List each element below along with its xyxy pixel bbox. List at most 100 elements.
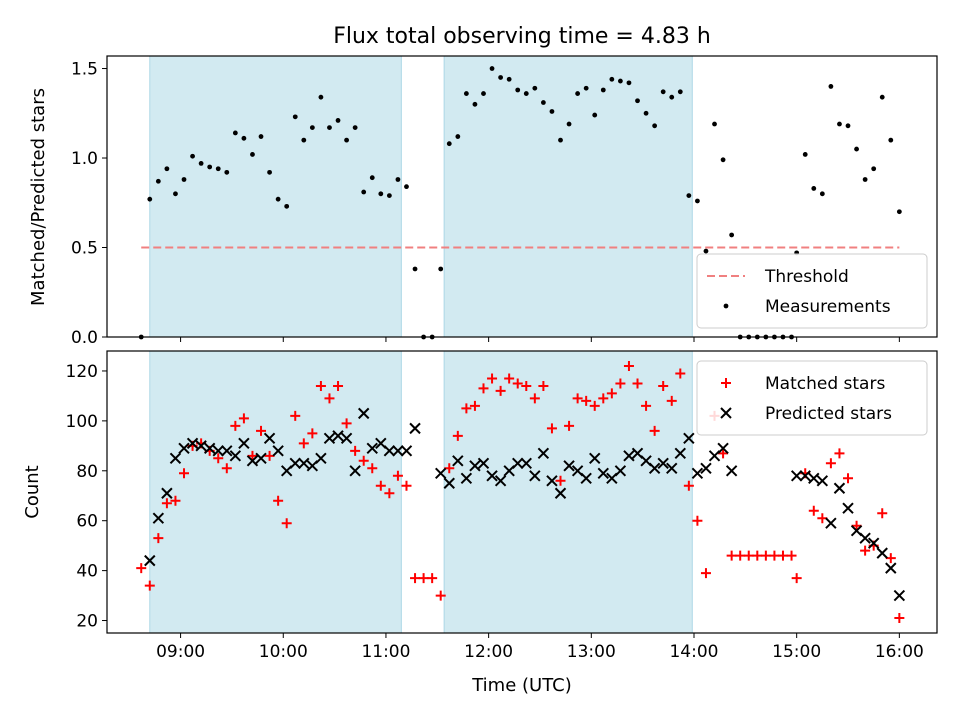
data-point: [537, 447, 550, 460]
data-point: [147, 196, 153, 202]
legend-label: Measurements: [765, 297, 891, 317]
data-point: [825, 458, 836, 469]
data-point: [811, 186, 817, 191]
data-point: [344, 137, 349, 143]
data-point: [589, 400, 600, 411]
data-point: [341, 418, 352, 429]
data-point: [258, 134, 264, 139]
data-point: [352, 125, 358, 130]
data-point: [581, 395, 592, 406]
data-point: [717, 442, 729, 455]
data-point: [267, 169, 272, 175]
data-point: [703, 248, 709, 254]
data-point: [401, 480, 412, 491]
data-point: [404, 184, 409, 190]
data-point: [384, 488, 395, 499]
data-point: [529, 470, 541, 482]
data-point: [487, 373, 498, 384]
x-tick-label: 12:00: [464, 642, 513, 662]
y-tick-label: 120: [66, 362, 98, 382]
data-point: [238, 437, 250, 450]
axes-frame: [106, 350, 938, 634]
data-point: [229, 450, 242, 462]
data-point: [669, 94, 675, 100]
data-point: [614, 465, 627, 477]
data-point: [452, 455, 464, 467]
data-point: [845, 123, 851, 129]
data-point: [472, 101, 478, 107]
data-point: [284, 203, 290, 209]
data-point: [298, 457, 310, 470]
x-tick-label: 16:00: [875, 642, 924, 662]
data-point: [549, 109, 555, 114]
data-point: [444, 463, 455, 474]
data-point: [692, 515, 703, 526]
data-point: [609, 76, 615, 82]
data-point: [842, 502, 854, 514]
legend-marker-swatch: [721, 378, 731, 388]
top-ratio-panel: 0.0 0.5 1.0 1.5 Threshold Measurements: [71, 55, 938, 348]
data-point: [851, 520, 862, 531]
data-point: [888, 137, 894, 143]
data-point: [555, 475, 566, 486]
data-point: [241, 135, 247, 141]
data-point: [691, 467, 704, 479]
data-point: [309, 125, 315, 130]
x-tick-label: 10:00: [259, 642, 308, 662]
data-point: [272, 445, 284, 457]
data-point: [486, 470, 498, 482]
data-point: [893, 589, 906, 602]
data-point: [825, 517, 837, 529]
data-point: [315, 380, 326, 391]
data-point: [523, 91, 529, 96]
data-point: [152, 512, 165, 524]
data-point: [566, 121, 572, 127]
data-point: [144, 554, 156, 567]
y-tick-label: 1.5: [71, 60, 98, 80]
data-point: [720, 157, 726, 163]
data-point: [247, 450, 258, 461]
data-point: [212, 445, 224, 457]
data-point: [173, 191, 178, 197]
y-tick-label: 100: [66, 412, 98, 432]
data-point: [623, 360, 634, 371]
y-tick-label: 1.0: [71, 149, 98, 169]
y-tick-label: 40: [76, 562, 98, 582]
data-point: [366, 442, 378, 455]
data-point: [179, 468, 190, 479]
data-point: [512, 378, 523, 389]
data-point: [674, 447, 687, 460]
data-point: [504, 373, 515, 384]
data-point: [164, 166, 170, 172]
data-point: [333, 380, 344, 391]
data-point: [207, 164, 213, 170]
x-tick-label: 15:00: [772, 642, 821, 662]
data-point: [828, 84, 834, 89]
data-point: [817, 513, 828, 524]
data-point: [635, 98, 640, 104]
data-point: [410, 573, 421, 584]
data-point: [563, 460, 575, 472]
data-point: [598, 393, 609, 404]
data-point: [392, 470, 403, 481]
observing-window-shade: [443, 55, 693, 338]
data-point: [460, 472, 473, 484]
data-point: [538, 380, 549, 391]
data-point: [540, 100, 546, 105]
data-point: [777, 550, 788, 561]
data-point: [658, 380, 669, 391]
data-point: [506, 76, 512, 82]
observing-window-shade: [443, 350, 693, 634]
data-point: [725, 465, 738, 477]
data-point: [290, 410, 301, 421]
data-point: [643, 110, 649, 116]
data-point: [361, 189, 367, 195]
axes-frame: [106, 55, 938, 338]
bottom-count-panel: 20 40 60 80 100 120 09:00 10:00 11:00 12:00 13:00 1…: [66, 350, 938, 662]
data-point: [896, 209, 902, 215]
data-point: [677, 89, 683, 95]
data-point: [529, 393, 540, 404]
data-point: [435, 467, 447, 479]
data-point: [324, 393, 335, 404]
data-point: [215, 166, 221, 172]
